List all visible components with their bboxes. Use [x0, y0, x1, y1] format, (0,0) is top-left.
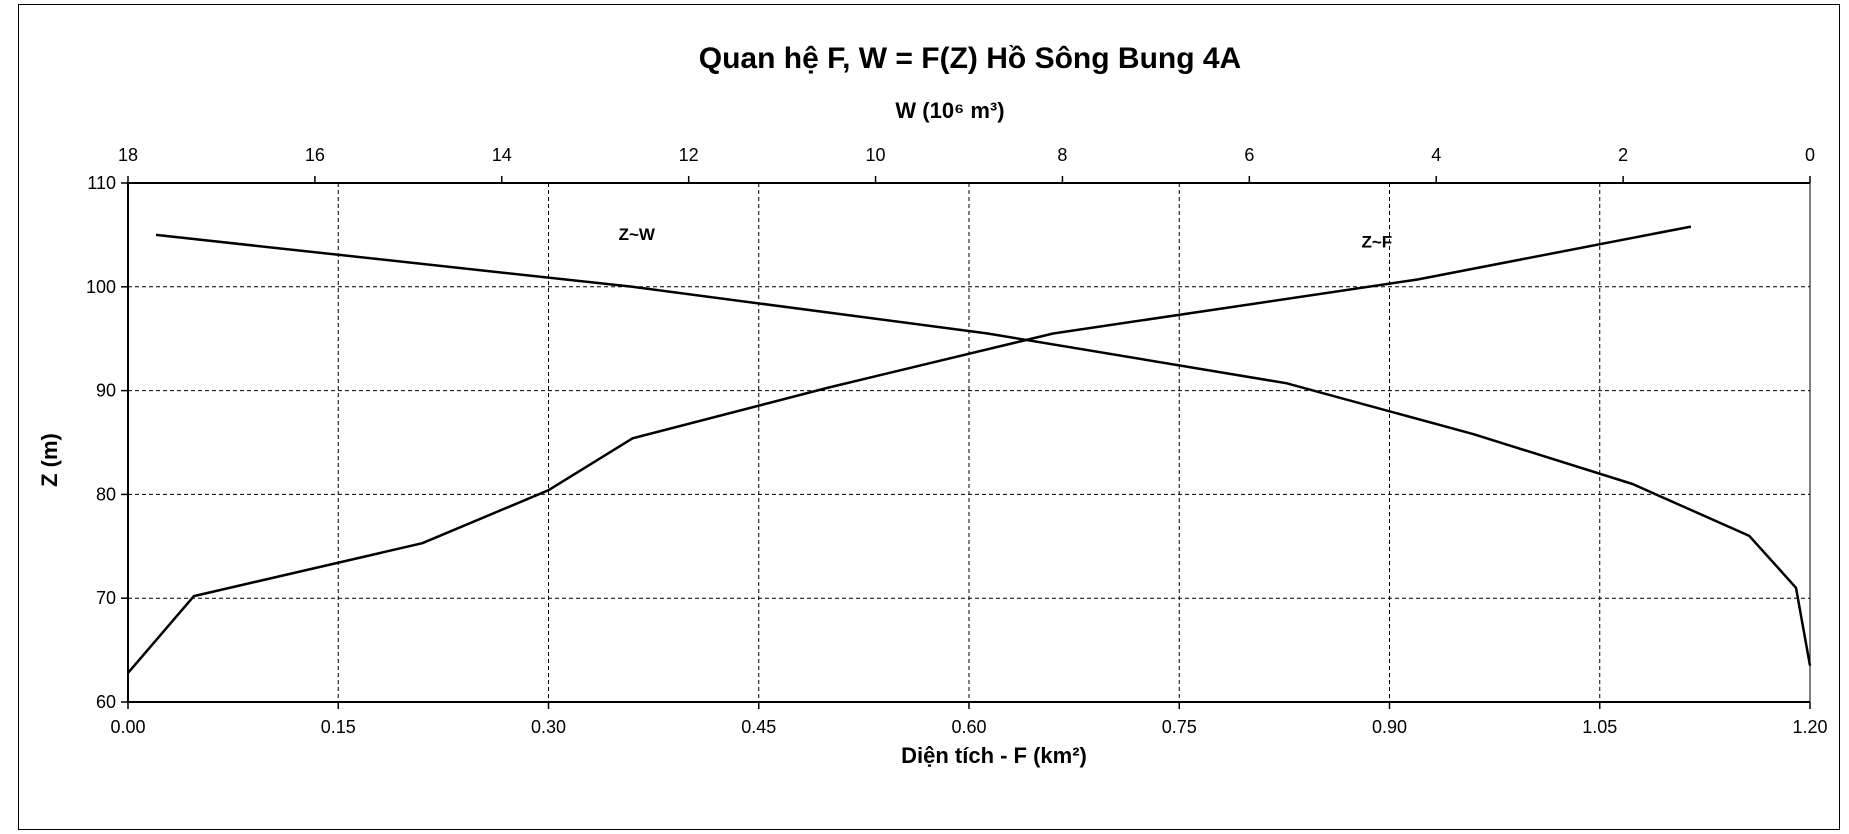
x-bottom-tick-label: 0.45: [741, 717, 776, 737]
series-label-z-w: Z~W: [619, 225, 656, 244]
x-bottom-tick-label: 0.90: [1372, 717, 1407, 737]
series-labels: Z~W Z~F: [619, 225, 1393, 251]
x-top-tick-label: 0: [1805, 145, 1815, 165]
y-tick-label: 70: [96, 588, 116, 608]
grid: [128, 183, 1810, 702]
x-bottom-tick-label: 1.05: [1582, 717, 1617, 737]
x-top-tick-label: 8: [1057, 145, 1067, 165]
y-tick-label: 110: [87, 173, 116, 193]
x-bottom-tick-label: 0.15: [321, 717, 356, 737]
x-bottom-tick-label: 0.75: [1162, 717, 1197, 737]
x-top-tick-label: 12: [679, 145, 699, 165]
series-lines: [127, 225, 1812, 674]
chart-frame: [18, 4, 1840, 830]
top-axis-title: W (10⁶ m³): [895, 98, 1004, 123]
chart-title: Quan hệ F, W = F(Z) Hồ Sông Bung 4A: [699, 42, 1241, 75]
x-top-tick-label: 18: [118, 145, 138, 165]
x-top-tick-label: 4: [1431, 145, 1441, 165]
x-top-tick-label: 10: [866, 145, 886, 165]
axes: [121, 176, 1811, 709]
y-tick-label: 100: [86, 277, 116, 297]
x-bottom-tick-label: 0.60: [951, 717, 986, 737]
x-top-tick-label: 14: [492, 145, 512, 165]
x-top-tick-label: 2: [1618, 145, 1628, 165]
series-line-z-f: [127, 225, 1692, 674]
x-bottom-tick-label: 1.20: [1792, 717, 1827, 737]
y-axis-title: Z (m): [37, 433, 62, 487]
y-tick-label: 90: [96, 381, 116, 401]
y-tick-label: 60: [96, 692, 116, 712]
series-label-z-f: Z~F: [1361, 232, 1392, 251]
x-top-tick-label: 6: [1244, 145, 1254, 165]
bottom-axis-title: Diện tích - F (km²): [901, 743, 1087, 768]
x-bottom-tick-label: 0.00: [110, 717, 145, 737]
x-bottom-tick-label: 0.30: [531, 717, 566, 737]
x-top-tick-label: 16: [305, 145, 325, 165]
y-tick-label: 80: [96, 484, 116, 504]
series-line-z-w: [155, 233, 1812, 666]
